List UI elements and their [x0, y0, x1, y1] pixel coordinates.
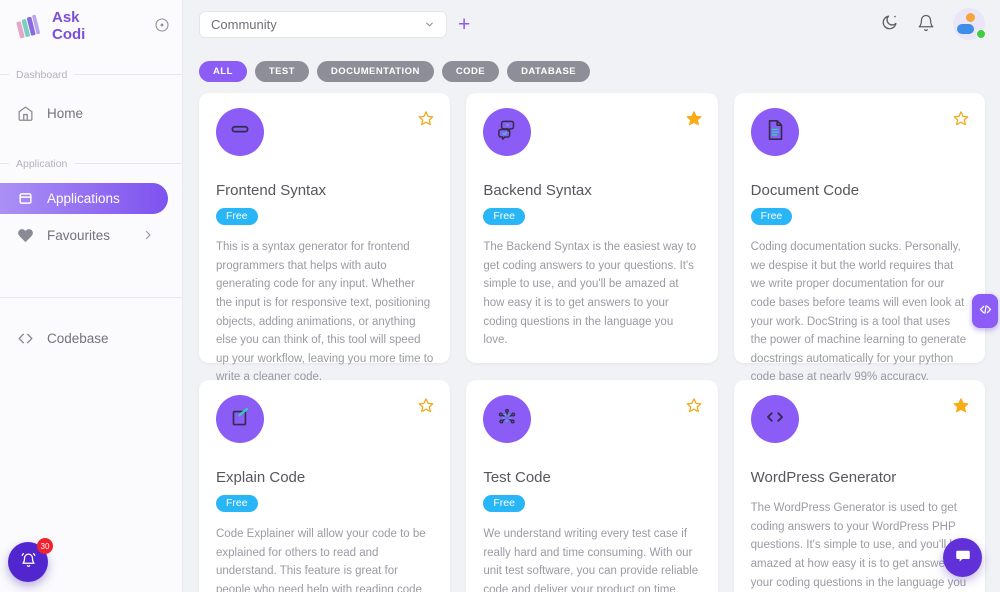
- filter-chip-all[interactable]: ALL: [199, 61, 247, 82]
- user-avatar[interactable]: [953, 8, 986, 40]
- sidebar-item-label: Applications: [47, 190, 120, 206]
- bell-icon: [917, 14, 935, 35]
- free-badge: Free: [216, 495, 258, 512]
- card-description: The WordPress Generator is used to get c…: [750, 502, 968, 589]
- card-description: We understand writing every test case if…: [483, 528, 699, 592]
- add-workspace-button[interactable]: +: [458, 12, 471, 36]
- card-wordpress-generator[interactable]: WordPress Generator The WordPress Genera…: [733, 380, 985, 592]
- notifications-button[interactable]: [917, 14, 935, 35]
- filter-chip-test[interactable]: TEST: [254, 61, 309, 82]
- avatar-body: [957, 24, 974, 34]
- code-icon: [17, 330, 34, 347]
- sidebar-item-codebase[interactable]: Codebase: [0, 323, 182, 354]
- free-badge: Free: [483, 495, 525, 512]
- workspace-select[interactable]: Community: [199, 10, 447, 38]
- card-title: Test Code: [483, 469, 551, 486]
- app-title: Ask Codi: [52, 9, 86, 43]
- home-icon: [17, 105, 34, 122]
- input-field-icon: [227, 117, 253, 148]
- card-backend-syntax[interactable]: Backend Syntax Free The Backend Syntax i…: [466, 93, 718, 363]
- moon-icon: [880, 13, 899, 35]
- circle-dot-icon: [154, 17, 170, 36]
- filter-chips: ALL TEST DOCUMENTATION CODE DATABASE: [199, 61, 985, 82]
- favorite-star-button[interactable]: [952, 397, 970, 415]
- chevron-right-icon: [142, 229, 154, 241]
- favorite-star-button[interactable]: [417, 397, 435, 415]
- badge-row: Free: [483, 495, 700, 512]
- askcodi-logo-icon: [13, 12, 43, 42]
- favorite-star-button[interactable]: [952, 110, 970, 128]
- code-brackets-icon: [762, 404, 788, 435]
- notifications-fab[interactable]: 30: [8, 538, 53, 582]
- sidebar: Ask Codi Dashboard Home Application: [0, 0, 183, 592]
- favorite-star-button[interactable]: [685, 110, 703, 128]
- filter-chip-database[interactable]: DATABASE: [507, 61, 591, 82]
- sidebar-item-label: Home: [47, 105, 84, 121]
- heart-icon: [17, 227, 34, 244]
- card-title: Document Code: [750, 182, 860, 199]
- badge-row: Free: [216, 495, 433, 512]
- card-title: Frontend Syntax: [216, 182, 327, 199]
- topbar-actions: [880, 8, 986, 40]
- main-content: Community +: [183, 0, 1000, 592]
- sidebar-section-dashboard: Dashboard: [0, 69, 182, 81]
- chat-bubble-icon: [954, 547, 972, 568]
- sidebar-item-label: Codebase: [47, 330, 109, 346]
- code-pencil-icon: [227, 404, 253, 435]
- card-description: This is a syntax generator for frontend …: [216, 241, 434, 384]
- card-description: Code Explainer will allow your code to b…: [216, 528, 426, 592]
- card-document-code[interactable]: Document Code Free Coding documentation …: [733, 93, 985, 383]
- free-badge: Free: [216, 208, 258, 225]
- test-nodes-icon: [494, 404, 520, 435]
- online-status-dot: [976, 29, 986, 39]
- card-icon-circle: [483, 395, 532, 443]
- badge-row: Free: [483, 208, 700, 225]
- avatar-head: [966, 13, 975, 22]
- app-card-grid: Frontend Syntax Free This is a syntax ge…: [199, 93, 985, 592]
- sidebar-item-applications[interactable]: Applications: [0, 182, 168, 214]
- sidebar-pin-toggle[interactable]: [154, 17, 170, 36]
- badge-row: Free: [216, 208, 433, 225]
- code-assistant-tab[interactable]: [972, 294, 998, 328]
- logo-row: Ask Codi: [0, 0, 182, 44]
- bell-ringing-icon: [19, 551, 38, 573]
- chat-bubbles-icon: [494, 117, 520, 148]
- window-icon: [17, 190, 34, 207]
- card-description: Coding documentation sucks. Personally, …: [750, 241, 967, 384]
- sidebar-section-application: Application: [0, 158, 182, 170]
- filter-chip-documentation[interactable]: DOCUMENTATION: [316, 61, 434, 82]
- card-title: Explain Code: [216, 469, 306, 486]
- card-title: WordPress Generator: [750, 469, 897, 486]
- favorite-star-button[interactable]: [417, 110, 435, 128]
- card-explain-code[interactable]: Explain Code Free Code Explainer will al…: [199, 380, 451, 592]
- sidebar-divider: [0, 296, 182, 298]
- filter-chip-code[interactable]: CODE: [441, 61, 500, 82]
- card-title: Backend Syntax: [483, 182, 592, 199]
- card-icon-circle: [750, 108, 799, 156]
- sidebar-item-favourites[interactable]: Favourites: [0, 220, 182, 251]
- sidebar-item-label: Favourites: [47, 227, 111, 243]
- card-icon-circle: [483, 108, 532, 156]
- card-frontend-syntax[interactable]: Frontend Syntax Free This is a syntax ge…: [199, 93, 451, 383]
- card-test-code[interactable]: Test Code Free We understand writing eve…: [466, 380, 718, 592]
- card-icon-circle: [216, 395, 264, 443]
- favorite-star-button[interactable]: [685, 397, 703, 415]
- dark-mode-toggle[interactable]: [880, 13, 899, 35]
- notification-count-badge: 30: [37, 538, 53, 554]
- chevron-down-icon: [424, 19, 435, 30]
- sidebar-item-home[interactable]: Home: [0, 98, 182, 129]
- document-icon: [762, 117, 788, 148]
- card-description: The Backend Syntax is the easiest way to…: [483, 241, 697, 347]
- card-icon-circle: [216, 108, 264, 156]
- card-icon-circle: [750, 395, 799, 443]
- topbar: Community +: [199, 8, 986, 40]
- chat-fab[interactable]: [943, 538, 982, 577]
- free-badge: Free: [483, 208, 525, 225]
- workspace-select-value: Community: [211, 16, 277, 32]
- free-badge: Free: [750, 208, 793, 225]
- code-icon: [978, 302, 993, 320]
- badge-row: Free: [750, 208, 968, 225]
